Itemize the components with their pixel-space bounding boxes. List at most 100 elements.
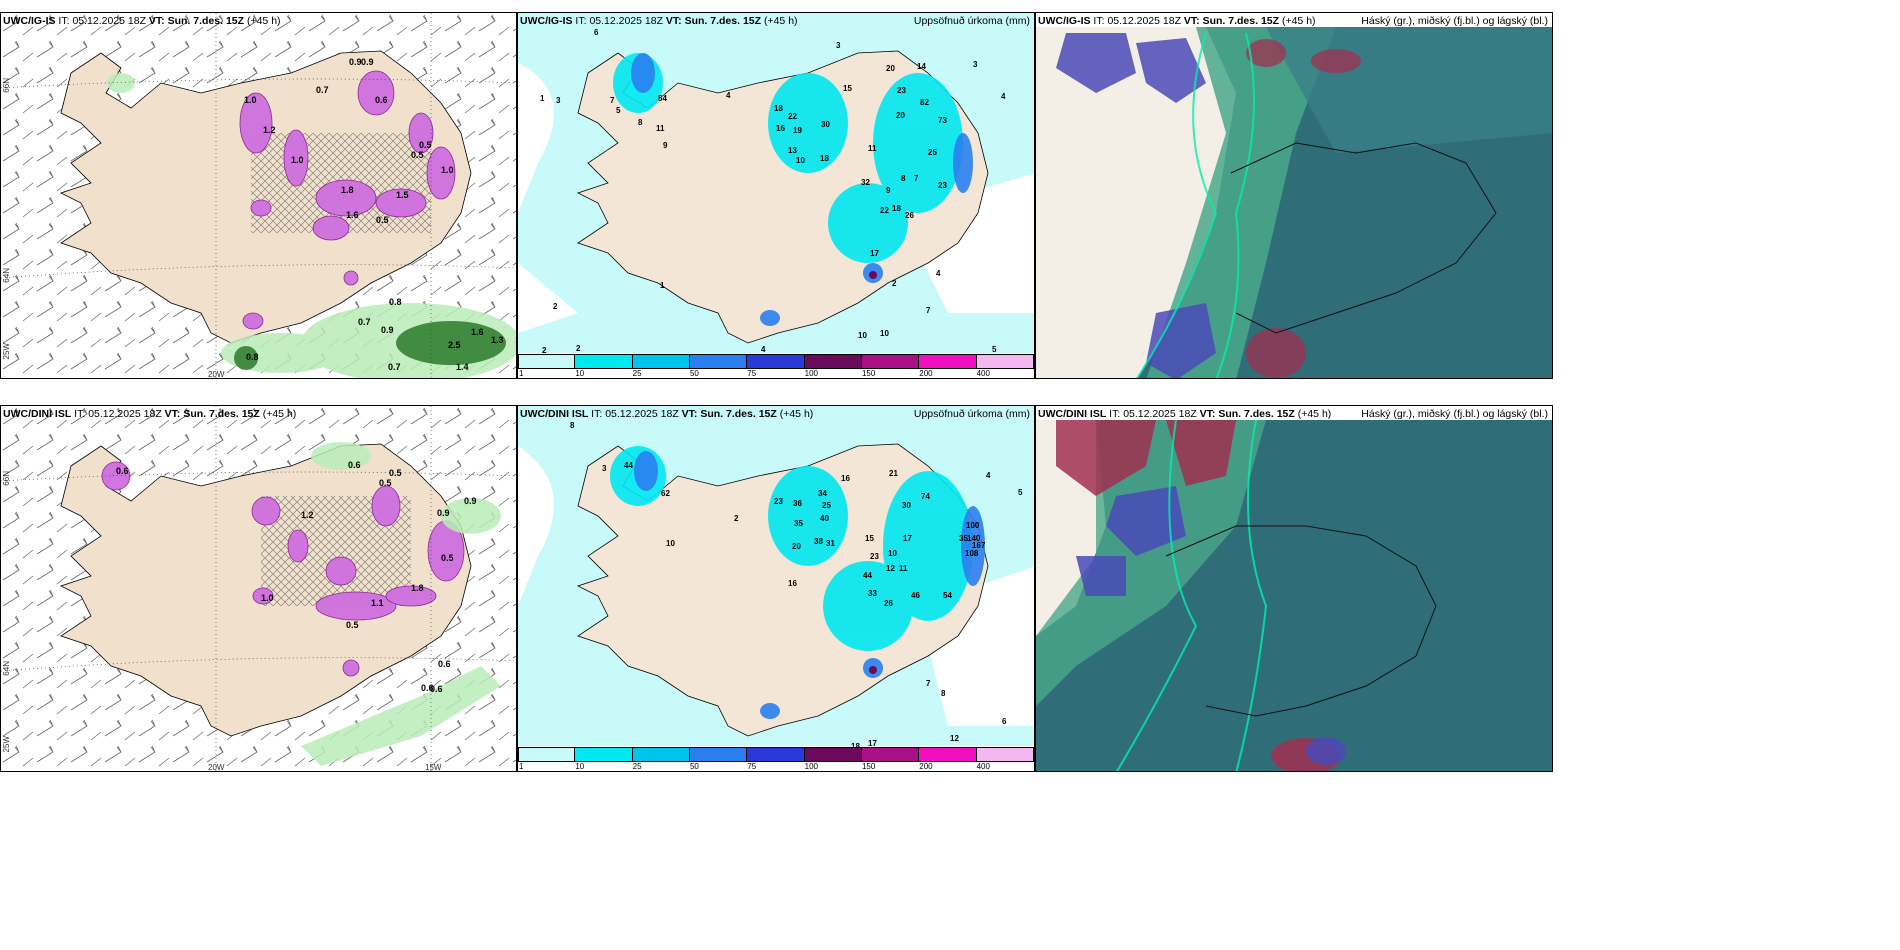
lat-label: 64N [2, 661, 11, 676]
colorbar-swatch [919, 354, 977, 369]
cloud-title: Háský (gr.), miðský (fj.bl.) og lágský (… [1361, 408, 1548, 420]
colorbar-tick: 150 [861, 369, 876, 378]
value-label: 0.9 [361, 57, 374, 67]
precip-value: 46 [911, 591, 920, 600]
precip-value: 16 [776, 124, 785, 133]
precip-value: 11 [868, 144, 877, 153]
precip-value: 20 [896, 111, 905, 120]
precip-value: 5 [1018, 488, 1023, 497]
colorbar-swatch [976, 747, 1034, 762]
precip-value: 22 [880, 206, 889, 215]
precip-value: 167 [972, 541, 986, 550]
precip-value: 1 [540, 94, 545, 103]
precip-value: 8 [901, 174, 906, 183]
precip-value: 5 [616, 106, 621, 115]
colorbar-swatch [747, 747, 805, 762]
precip-value: 12 [950, 734, 959, 743]
precip-value: 15 [843, 84, 852, 93]
colorbar-swatch [804, 354, 862, 369]
precip-value: 13 [788, 146, 797, 155]
colorbar-swatch [861, 747, 920, 762]
value-label: 0.9 [437, 508, 450, 518]
precip-value: 38 [814, 537, 823, 546]
precip-value: 26 [884, 599, 893, 608]
init-time: 05.12.2025 18Z [72, 15, 146, 27]
precip-value: 140 [967, 534, 981, 543]
value-label: 0.5 [379, 478, 392, 488]
value-label: 1.0 [441, 165, 454, 175]
value-label: 0.6 [430, 684, 443, 694]
precip-value: 5 [992, 345, 997, 354]
precip-value: 35 [794, 519, 803, 528]
precip-value: 2 [892, 279, 897, 288]
precip-value: 4 [986, 471, 991, 480]
value-label: 0.9 [349, 57, 362, 67]
colorbar-tick: 400 [976, 762, 990, 771]
precip-value: 25 [928, 148, 937, 157]
value-label: 1.4 [456, 362, 469, 372]
lat-label: 64N [2, 268, 11, 283]
value-label: 0.8 [246, 352, 259, 362]
value-label: 0.6 [348, 460, 361, 470]
colorbar-swatch [747, 354, 805, 369]
value-label: 1.0 [261, 593, 274, 603]
value-label: 1.6 [471, 327, 484, 337]
value-label: 1.0 [291, 155, 304, 165]
panel-header: UWC/IG-IS IT: 05.12.2025 18Z VT: Sun. 7.… [1038, 15, 1316, 27]
precip-value: 23 [938, 181, 947, 190]
precip-title: Uppsöfnuð úrkoma (mm) [913, 15, 1030, 27]
precip-value: 12 [886, 564, 895, 573]
panel-header: UWC/IG-IS IT: 05.12.2025 18Z VT: Sun. 7.… [3, 15, 281, 27]
value-label: 0.7 [388, 362, 401, 372]
precip-value: 10 [888, 549, 897, 558]
precip-value: 18 [820, 154, 829, 163]
lat-label: 66N [2, 78, 11, 93]
precip-value: 3 [973, 60, 978, 69]
value-label: 1.2 [263, 125, 276, 135]
precip-value: 10 [666, 539, 675, 548]
colorbar-tick: 200 [919, 369, 933, 378]
panel-header: UWC/DINI ISL IT: 05.12.2025 18Z VT: Sun.… [520, 408, 814, 420]
colorbar-tick: 100 [804, 369, 818, 378]
value-label: 0.5 [389, 468, 402, 478]
precip-value: 11 [656, 124, 665, 133]
value-label: 1.5 [396, 190, 409, 200]
precip-value: 17 [903, 534, 912, 543]
value-label: 2.5 [448, 340, 461, 350]
precip-value: 32 [861, 178, 870, 187]
precip-value: 8 [570, 421, 575, 430]
colorbar-tick: 10 [575, 762, 585, 771]
value-label: 0.5 [376, 215, 389, 225]
precip-value: 2 [542, 346, 547, 355]
valid-time: Sun. 7.des. 15Z [167, 15, 245, 27]
precip-value: 18 [851, 742, 860, 751]
precip-value: 35 [959, 534, 968, 543]
precip-value: 44 [624, 461, 633, 470]
value-label: 0.5 [419, 140, 432, 150]
colorbar-tick: 1 [519, 369, 524, 378]
precip-value: 8 [638, 118, 643, 127]
colorbar-swatch [804, 747, 862, 762]
value-label: 0.9 [381, 325, 394, 335]
precip-value: 17 [868, 739, 877, 748]
colorbar-swatch [919, 747, 977, 762]
precip-value: 7 [926, 679, 931, 688]
colorbar-swatch [632, 354, 690, 369]
precip-value: 10 [858, 331, 867, 340]
lat-label: 25W [2, 736, 11, 753]
model-name: UWC/IG-IS [3, 15, 56, 27]
precip-value: 20 [792, 542, 801, 551]
value-label: 1.2 [301, 510, 314, 520]
panel-top-right: UWC/IG-IS IT: 05.12.2025 18Z VT: Sun. 7.… [1035, 12, 1553, 379]
value-label: 1.8 [411, 583, 424, 593]
precip-value: 1 [660, 281, 665, 290]
value-label: 0.5 [411, 150, 424, 160]
precip-value: 11 [899, 564, 908, 573]
precip-value: 2 [576, 344, 581, 353]
precip-value: 30 [821, 120, 830, 129]
precip-value: 14 [917, 62, 926, 71]
precip-value: 9 [886, 186, 891, 195]
precip-value: 26 [905, 211, 914, 220]
value-label: 0.6 [438, 659, 451, 669]
precip-value: 2 [734, 514, 739, 523]
